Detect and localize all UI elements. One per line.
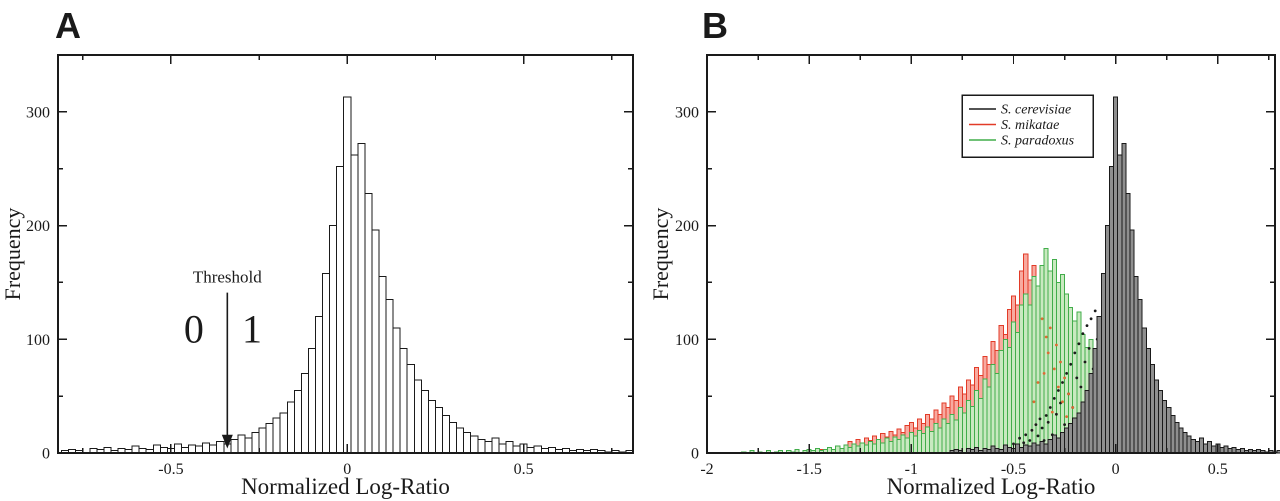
y-tick-label: 100	[675, 332, 699, 349]
x-tick-label: 0	[1112, 461, 1120, 478]
x-tick-label: 0.5	[514, 461, 534, 478]
threshold-arrowhead	[221, 434, 233, 449]
x-tick-label: 0.5	[1208, 461, 1228, 478]
y-tick-label: 200	[26, 218, 50, 235]
x-tick-label: -1.5	[797, 461, 822, 478]
y-axis-label: Frequency	[648, 208, 673, 301]
panel-A: -0.5 0 0.5 0 100 200 300 Normalized Log-Ratio Fr…	[0, 5, 634, 499]
x-axis-label: Normalized Log-Ratio	[241, 474, 450, 499]
y-tick-label: 300	[26, 104, 50, 121]
x-tick-label: 0	[343, 461, 351, 478]
x-tick-label: -2	[700, 461, 713, 478]
threshold-label: Threshold	[193, 267, 262, 286]
x-tick-label: -0.5	[158, 461, 183, 478]
x-tick-label: -0.5	[1001, 461, 1026, 478]
y-tick-label: 100	[26, 332, 50, 349]
panel-letter-A: A	[55, 5, 81, 46]
axes-frame	[57, 54, 634, 454]
y-tick-label: 0	[691, 446, 699, 463]
axis-ticks	[706, 54, 1275, 454]
class-one-label: 1	[242, 307, 262, 352]
y-tick-label: 0	[42, 446, 50, 463]
histogram-series-cerevisiae	[61, 96, 634, 454]
axis-ticks	[58, 54, 633, 454]
x-tick-label: -1	[905, 461, 918, 478]
y-axis-label: Frequency	[0, 208, 25, 301]
axes-frame	[706, 54, 1276, 454]
class-zero-label: 0	[184, 307, 204, 352]
x-axis-label: Normalized Log-Ratio	[887, 474, 1096, 499]
tick-labels: -0.5 0 0.5 0 100 200 300	[26, 104, 534, 478]
tick-labels: -2 -1.5 -1 -0.5 0 0.5 0 100 200 300	[675, 104, 1228, 478]
legend-label: S. mikatae	[1001, 118, 1059, 133]
legend-box	[961, 94, 1094, 158]
legend-label: S. paradoxus	[1001, 134, 1075, 149]
y-tick-label: 200	[675, 218, 699, 235]
panel-letter-B: B	[702, 5, 728, 46]
legend-label: S. cerevisiae	[1001, 103, 1071, 118]
panel-B: -2 -1.5 -1 -0.5 0 0.5 0 100 200 300 Normalized Log…	[648, 5, 1280, 499]
y-tick-label: 300	[675, 104, 699, 121]
